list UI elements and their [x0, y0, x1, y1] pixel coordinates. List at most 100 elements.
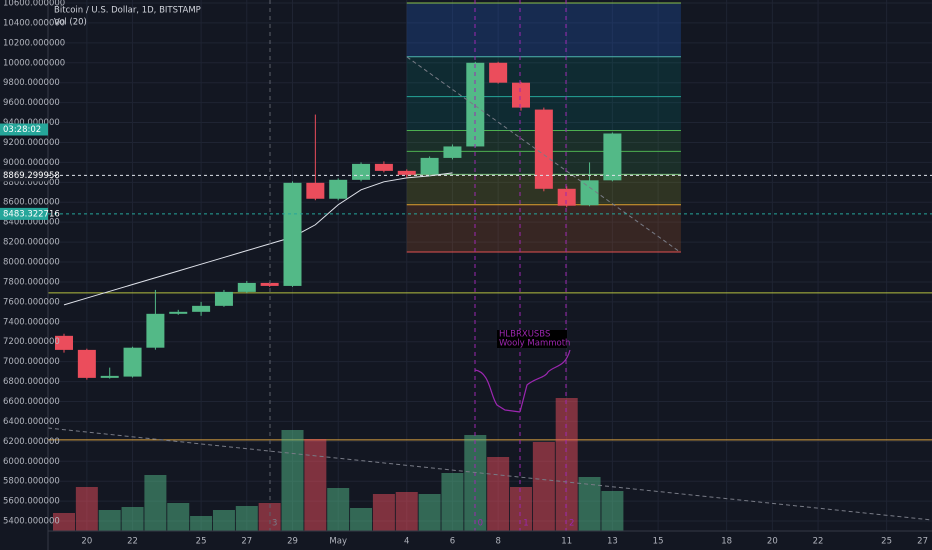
x-tick-label: May: [329, 537, 347, 547]
y-tick-label: 6000.000000: [3, 457, 60, 467]
y-tick-label: 8400.000000: [3, 218, 60, 228]
bar-marker: 1: [523, 519, 528, 529]
price-label: 8869.299958: [3, 171, 60, 181]
y-tick-label: 5600.000000: [3, 497, 60, 507]
volume-bar: [258, 503, 281, 531]
annotation: HLBRXUSBS: [499, 330, 550, 340]
moving-average: [63, 172, 453, 306]
trend-line: [47, 427, 932, 521]
y-tick-label: 5400.000000: [3, 517, 60, 527]
candle-body: [557, 188, 576, 206]
candle-body: [146, 313, 165, 348]
candle-body: [192, 305, 211, 312]
brace: [474, 349, 571, 413]
x-tick-label: 22: [127, 537, 138, 547]
volume-bar: [75, 487, 98, 531]
candle-body: [443, 146, 462, 158]
y-tick-label: 9600.000000: [3, 98, 60, 108]
x-tick-label: 25: [196, 537, 207, 547]
volume-bar: [601, 491, 624, 531]
candle-body: [237, 282, 256, 292]
y-tick-label: 9200.000000: [3, 138, 60, 148]
x-tick-label: 6: [450, 537, 455, 547]
y-tick-label: 10600.000000: [3, 0, 65, 8]
volume-bar: [190, 516, 213, 531]
bar-marker: 3: [272, 519, 277, 529]
volume-bar: [212, 510, 235, 531]
y-tick-label: 10000.000000: [3, 58, 65, 68]
price-label-box: [0, 123, 48, 136]
y-tick-label: 5800.000000: [3, 477, 60, 487]
candle-body: [260, 282, 279, 286]
x-tick-label: 15: [653, 537, 664, 547]
y-tick-label: 8200.000000: [3, 238, 60, 248]
fib-fill: [406, 2, 681, 57]
y-tick-label: 9400.000000: [3, 118, 60, 128]
x-tick-label: 8: [495, 537, 500, 547]
fib-fill: [406, 56, 681, 97]
y-tick-label: 10200.000000: [3, 38, 65, 48]
y-tick-label: 8800.000000: [3, 178, 60, 188]
y-tick-label: 9800.000000: [3, 78, 60, 88]
y-tick-label: 6800.000000: [3, 377, 60, 387]
x-tick-label: 22: [813, 537, 824, 547]
candle-body: [512, 82, 530, 108]
x-tick-label: 20: [81, 537, 92, 547]
fib-fill: [406, 204, 681, 253]
y-tick-label: 8000.000000: [3, 258, 60, 268]
subtitle: Vol (20): [54, 18, 87, 28]
y-tick-label: 7400.000000: [3, 317, 60, 327]
volume-bar: [418, 494, 441, 531]
x-tick-label: 13: [607, 537, 618, 547]
volume-bar: [555, 398, 578, 531]
candle-body: [374, 163, 393, 171]
x-tick-label: 18: [721, 537, 732, 547]
candle-body: [534, 109, 553, 189]
bar-marker: 2: [569, 519, 574, 529]
x-tick-label: 4: [404, 537, 409, 547]
volume-bar: [327, 488, 350, 531]
candle-body: [489, 62, 508, 83]
x-tick-label: 11: [561, 537, 572, 547]
candle-body: [214, 291, 233, 306]
y-tick-label: 6400.000000: [3, 417, 60, 427]
y-tick-label: 7800.000000: [3, 277, 60, 287]
annotation: Wooly Mammoth: [499, 339, 570, 349]
bar-marker: 0: [478, 519, 483, 529]
candle-body: [329, 179, 348, 199]
chart-title: Bitcoin / U.S. Dollar, 1D, BITSTAMP: [54, 6, 201, 16]
y-tick-label: 7600.000000: [3, 297, 60, 307]
y-axis: [0, 0, 48, 550]
candle-body: [580, 180, 599, 206]
candle-body: [169, 311, 188, 314]
volume-bar: [53, 513, 75, 531]
volume-bar: [532, 442, 555, 531]
price-label-box: [0, 169, 48, 182]
volume-bar: [510, 487, 532, 531]
volume-bar: [372, 494, 395, 531]
volume-bar: [144, 475, 167, 531]
price-label: 03:28:02: [3, 125, 41, 135]
volume-bar: [167, 503, 190, 531]
x-tick-label: 25: [881, 537, 892, 547]
y-tick-label: 9000.000000: [3, 158, 60, 168]
candle-body: [352, 163, 371, 180]
volume-bar: [350, 508, 373, 531]
volume-bar: [98, 510, 121, 531]
price-label: 8483.322716: [3, 209, 60, 219]
volume-bar: [235, 506, 258, 531]
y-tick-label: 10400.000000: [3, 18, 65, 28]
candle-body: [306, 182, 325, 199]
y-tick-label: 7200.000000: [3, 337, 60, 347]
y-tick-label: 6200.000000: [3, 437, 60, 447]
volume-bar: [121, 507, 144, 531]
candle-body: [123, 347, 142, 377]
volume-bar: [578, 477, 601, 531]
price-label-box: [0, 207, 48, 220]
candle-body: [603, 133, 622, 181]
volume-bar: [441, 473, 464, 531]
volume-bar: [487, 457, 510, 531]
y-tick-label: 7000.000000: [3, 357, 60, 367]
candle-body: [283, 182, 302, 286]
annotation-box: [497, 330, 567, 348]
